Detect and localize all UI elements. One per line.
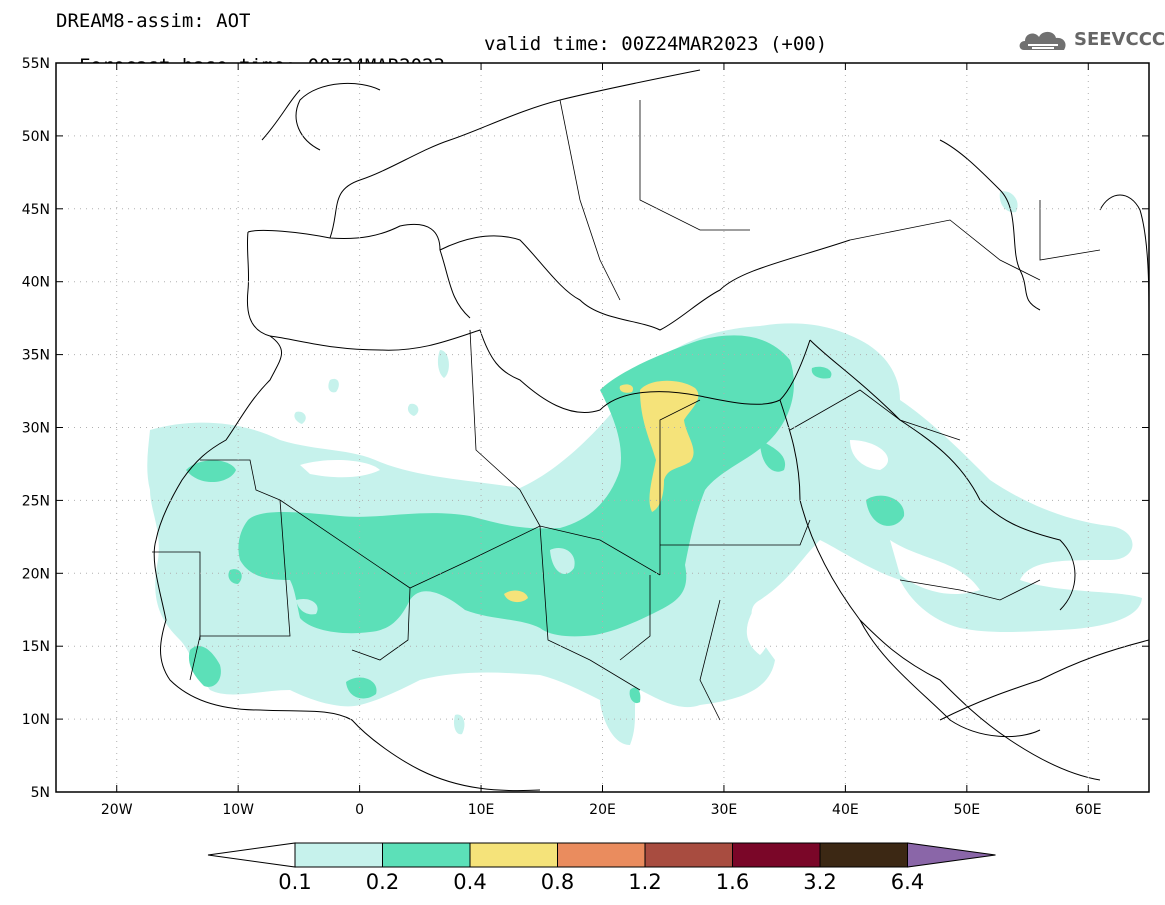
lat-label: 55N <box>22 56 50 72</box>
plot-title: DREAM8-assim: AOT <box>56 10 251 32</box>
cloud-icon <box>1019 31 1066 50</box>
lon-label: 20E <box>589 802 616 818</box>
lat-label: 15N <box>22 639 50 655</box>
country-borders <box>152 99 1101 721</box>
colorbar-swatch <box>469 842 558 868</box>
colorbar-label: 0.8 <box>541 870 574 894</box>
lat-label: 10N <box>22 712 50 728</box>
colorbar-label: 0.1 <box>278 870 311 894</box>
lon-label: 20W <box>101 802 133 818</box>
longitude-labels: 20W 10W 0 10E 20E 30E 40E 50E 60E <box>101 802 1102 818</box>
lat-label: 5N <box>31 785 50 801</box>
colorbar-swatch <box>294 842 383 868</box>
lat-label: 40N <box>22 275 50 291</box>
aot-field-high <box>504 380 699 603</box>
colorbar-label: 1.6 <box>716 870 749 894</box>
logo-text: SEEVCCC <box>1074 29 1165 50</box>
lon-label: 50E <box>953 802 980 818</box>
map-area <box>56 63 1149 792</box>
colorbar-over-arrow <box>907 842 996 868</box>
colorbar-label: 3.2 <box>803 870 836 894</box>
aot-field-gaps <box>300 440 980 655</box>
lon-label: 30E <box>711 802 738 818</box>
colorbar-swatch <box>644 842 733 868</box>
lon-label: 10E <box>468 802 495 818</box>
colorbar-label: 6.4 <box>891 870 924 894</box>
colorbar-label: 0.2 <box>366 870 399 894</box>
lat-label: 25N <box>22 493 50 509</box>
aot-medium-gaps <box>296 548 575 615</box>
lat-label: 50N <box>22 129 50 145</box>
colorbar: 0.1 0.2 0.4 0.8 1.2 1.6 3.2 6.4 <box>207 842 996 894</box>
lon-label: 0 <box>355 802 364 818</box>
valid-time: valid time: 00Z24MAR2023 (+00) <box>484 33 828 55</box>
lon-label: 60E <box>1075 802 1102 818</box>
map-grid <box>56 63 1149 792</box>
colorbar-swatch <box>819 842 908 868</box>
colorbar-label: 1.2 <box>628 870 661 894</box>
axis-ticks <box>56 62 1149 793</box>
coastlines <box>153 69 1149 792</box>
colorbar-swatch <box>382 842 471 868</box>
colorbar-label: 0.4 <box>453 870 486 894</box>
lat-label: 30N <box>22 421 50 437</box>
lon-label: 10W <box>222 802 254 818</box>
lat-label: 45N <box>22 202 50 218</box>
colorbar-swatch <box>732 842 821 868</box>
colorbar-under-arrow <box>207 842 296 868</box>
colorbar-swatch <box>557 842 646 868</box>
lat-label: 20N <box>22 566 50 582</box>
seevccc-logo: SEEVCCC <box>1018 26 1165 56</box>
lat-label: 35N <box>22 348 50 364</box>
lon-label: 40E <box>832 802 859 818</box>
latitude-labels: 55N 50N 45N 40N 35N 30N 25N 20N 15N 10N 5N <box>22 56 50 801</box>
